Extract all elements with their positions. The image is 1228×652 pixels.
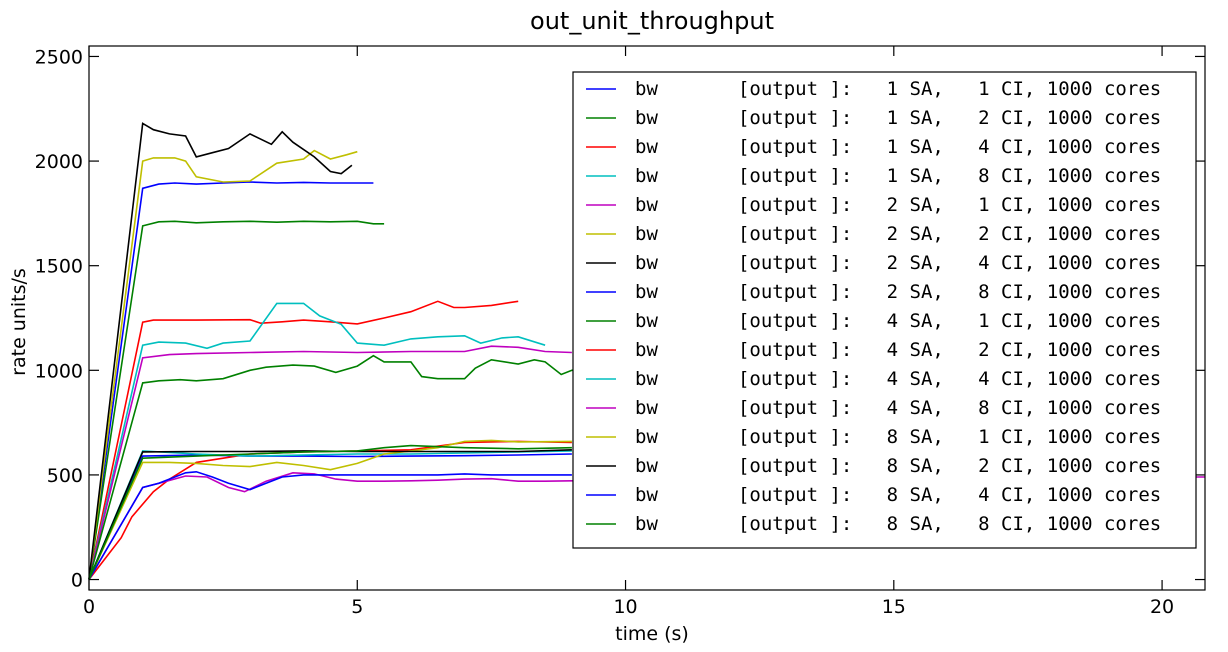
y-tick-label: 0 <box>71 570 83 592</box>
legend-entry-label: bw [output ]: 2 SA, 1 CI, 1000 cores <box>635 194 1161 216</box>
plot-frame <box>88 45 1206 591</box>
y-axis-label: rate units/s <box>8 268 30 376</box>
legend-box <box>572 71 1197 549</box>
x-tick-label: 5 <box>351 596 363 618</box>
y-tick-label: 1500 <box>35 256 83 278</box>
legend-entry-label: bw [output ]: 1 SA, 1 CI, 1000 cores <box>635 78 1161 100</box>
x-tick-label: 15 <box>882 596 906 618</box>
y-tick-label: 1000 <box>35 360 83 382</box>
y-tick-label: 2500 <box>35 46 83 68</box>
series-line-5 <box>88 345 572 580</box>
legend-entry-label: bw [output ]: 1 SA, 8 CI, 1000 cores <box>635 165 1161 187</box>
legend-entry-label: bw [output ]: 1 SA, 2 CI, 1000 cores <box>635 107 1161 129</box>
series-layer <box>88 122 1205 580</box>
legend: bw [output ]: 1 SA, 1 CI, 1000 cores bw [… <box>572 71 1197 549</box>
series-line-7 <box>88 122 353 580</box>
legend-entry-label: bw [output ]: 4 SA, 4 CI, 1000 cores <box>635 368 1161 390</box>
ticks-layer: 0 5 10 15 20 0 500 1000 1500 2000 2500 <box>35 46 1205 618</box>
series-line-1 <box>88 181 374 580</box>
x-tick-label: 10 <box>613 596 637 618</box>
x-axis-label: time (s) <box>615 623 689 645</box>
legend-entry-label: bw [output ]: 8 SA, 8 CI, 1000 cores <box>635 513 1161 535</box>
legend-entry-label: bw [output ]: 4 SA, 8 CI, 1000 cores <box>635 397 1161 419</box>
legend-entry-label: bw [output ]: 4 SA, 1 CI, 1000 cores <box>635 310 1161 332</box>
chart-title: out_unit_throughput <box>530 7 774 35</box>
series-line-4 <box>88 302 546 580</box>
x-tick-label: 20 <box>1150 596 1174 618</box>
legend-entry-label: bw [output ]: 4 SA, 2 CI, 1000 cores <box>635 339 1161 361</box>
series-line-8 <box>88 453 572 580</box>
legend-entry-label: bw [output ]: 1 SA, 4 CI, 1000 cores <box>635 136 1161 158</box>
series-line-3 <box>88 300 519 580</box>
legend-entry-label: bw [output ]: 2 SA, 2 CI, 1000 cores <box>635 223 1161 245</box>
series-line-16 <box>88 444 572 580</box>
legend-entry-label: bw [output ]: 8 SA, 2 CI, 1000 cores <box>635 455 1161 477</box>
legend-entry-label: bw [output ]: 8 SA, 1 CI, 1000 cores <box>635 426 1161 448</box>
legend-entry-label: bw [output ]: 8 SA, 4 CI, 1000 cores <box>635 484 1161 506</box>
legend-entry-label: bw [output ]: 2 SA, 8 CI, 1000 cores <box>635 281 1161 303</box>
series-line-13 <box>88 439 572 580</box>
series-line-12 <box>88 471 1205 580</box>
legend-entry-label: bw [output ]: 2 SA, 4 CI, 1000 cores <box>635 252 1161 274</box>
series-line-9 <box>88 354 583 580</box>
x-tick-label: 0 <box>83 596 95 618</box>
y-tick-label: 500 <box>47 465 83 487</box>
series-line-15 <box>88 470 572 580</box>
series-line-6 <box>88 149 358 580</box>
series-line-2 <box>88 220 385 580</box>
y-tick-label: 2000 <box>35 151 83 173</box>
